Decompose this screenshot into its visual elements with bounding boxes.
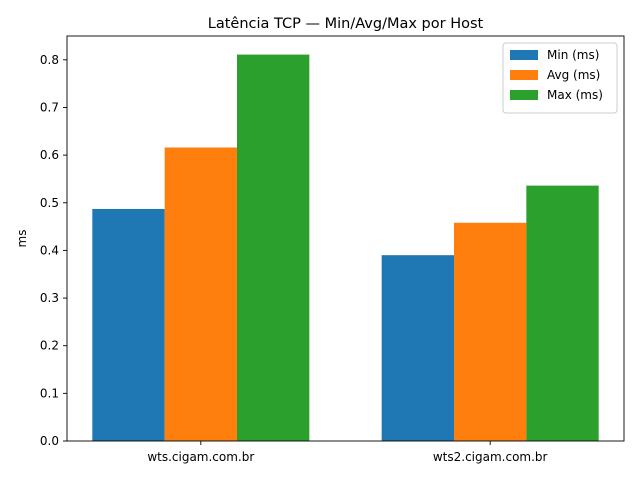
x-tick-label: wts.cigam.com.br [147, 450, 254, 464]
legend-swatch [510, 90, 538, 100]
legend-swatch [510, 70, 538, 80]
bar-3-2 [526, 185, 599, 441]
axes-layer: 0.0 0.1 0.2 0.3 0.4 0.5 0.6 0.7 0.8 wts.cigam.com… [15, 35, 625, 464]
bar-2-1 [164, 147, 237, 441]
y-tick-label: 0.4 [40, 243, 59, 257]
y-tick-label: 0.7 [40, 100, 59, 114]
x-tick-label: wts2.cigam.com.br [433, 450, 548, 464]
bar-2-2 [454, 222, 527, 441]
bar-1-1 [92, 208, 165, 441]
y-tick-label: 0.1 [40, 386, 59, 400]
legend-label: Max (ms) [547, 88, 603, 102]
legend: Min (ms) Avg (ms) Max (ms) [502, 42, 618, 114]
legend-swatch [510, 50, 538, 60]
bar-3-1 [236, 54, 310, 442]
legend-label: Avg (ms) [547, 68, 600, 82]
legend-label: Min (ms) [547, 48, 599, 62]
bar-1-2 [381, 255, 455, 441]
plot-frame [66, 35, 625, 442]
y-tick-label: 0.5 [40, 196, 59, 210]
y-tick-label: 0.2 [40, 339, 59, 353]
y-tick-label: 0.6 [40, 148, 59, 162]
bars-layer [92, 54, 599, 442]
y-axis-label: ms [15, 230, 29, 248]
y-tick-label: 0.8 [40, 53, 59, 67]
chart-title: Latência TCP — Min/Avg/Max por Host [208, 16, 484, 32]
y-tick-label: 0.0 [40, 434, 59, 448]
y-tick-label: 0.3 [40, 291, 59, 305]
